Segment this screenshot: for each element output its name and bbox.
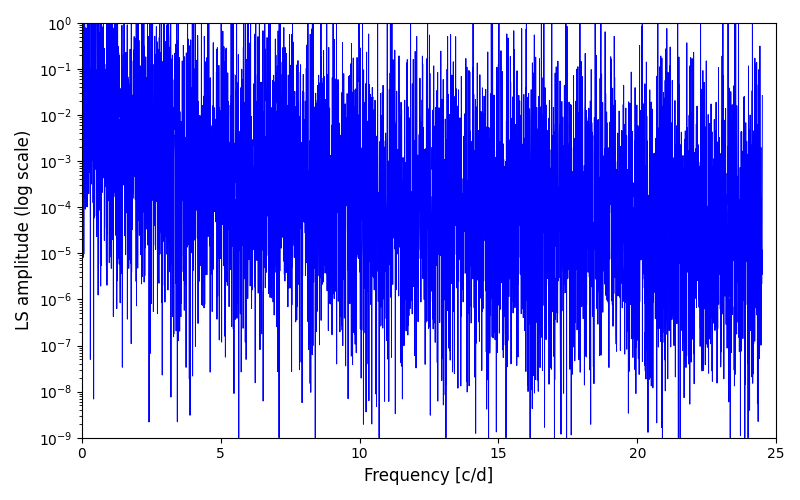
Y-axis label: LS amplitude (log scale): LS amplitude (log scale)	[15, 130, 33, 330]
X-axis label: Frequency [c/d]: Frequency [c/d]	[364, 467, 494, 485]
